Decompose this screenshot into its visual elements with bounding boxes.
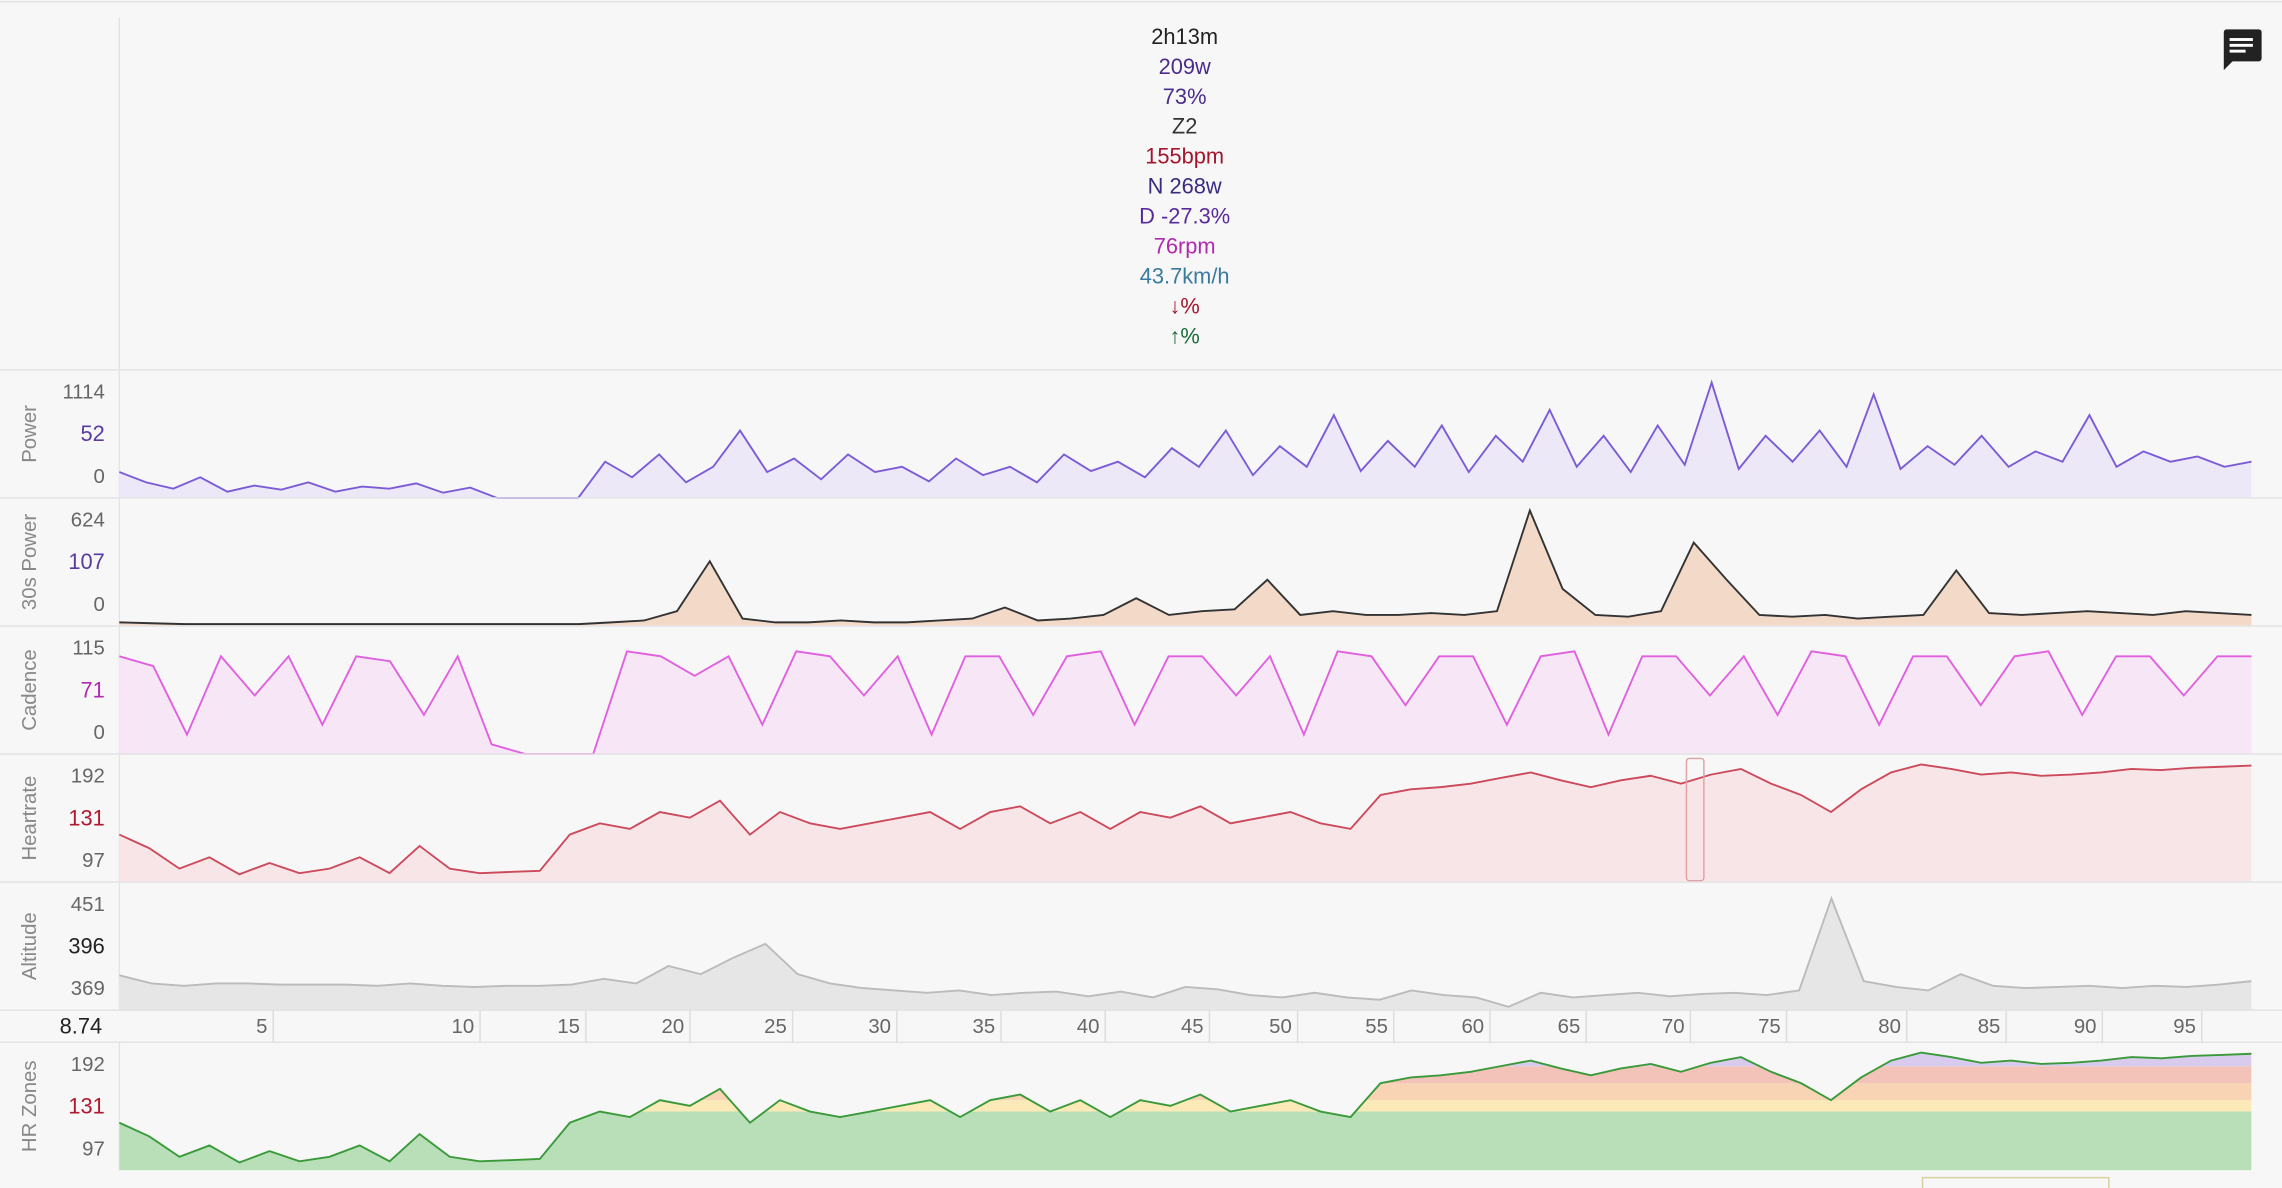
y-tick-label: 52 bbox=[81, 421, 105, 446]
selection-box bbox=[1921, 1176, 2110, 1188]
x-tick-label: 45 bbox=[1181, 1016, 1204, 1038]
summary-value: ↓% bbox=[1169, 294, 1199, 319]
zone-band bbox=[119, 1100, 2252, 1112]
summary-value: 209w bbox=[1159, 54, 1211, 79]
y-tick-label: 451 bbox=[71, 894, 105, 916]
x-start-label: 8.74 bbox=[60, 1013, 102, 1038]
x-tick-label: 60 bbox=[1461, 1016, 1484, 1038]
summary-value: 2h13m bbox=[1151, 24, 1218, 49]
y-tick-label: 0 bbox=[93, 466, 104, 488]
x-tick-label: 15 bbox=[557, 1016, 580, 1038]
x-tick-label: 90 bbox=[2074, 1016, 2097, 1038]
comment-icon-line bbox=[2229, 49, 2246, 53]
y-tick-label: 115 bbox=[72, 638, 104, 660]
panel-label: HR Zones bbox=[19, 1060, 41, 1152]
panel-label: Heartrate bbox=[19, 776, 41, 861]
summary-value: 43.7km/h bbox=[1140, 264, 1230, 289]
y-tick-label: 97 bbox=[82, 1138, 105, 1160]
y-tick-label: 0 bbox=[93, 594, 104, 616]
x-tick-label: 75 bbox=[1758, 1016, 1781, 1038]
y-tick-label: 192 bbox=[71, 1054, 105, 1076]
y-tick-label: 624 bbox=[71, 510, 105, 532]
summary-value: 76rpm bbox=[1154, 234, 1216, 259]
area-fill bbox=[119, 510, 2252, 627]
x-tick-label: 40 bbox=[1077, 1016, 1100, 1038]
x-tick-label: 70 bbox=[1662, 1016, 1685, 1038]
x-tick-label: 50 bbox=[1269, 1016, 1292, 1038]
x-tick-label: 65 bbox=[1558, 1016, 1581, 1038]
area-fill bbox=[119, 764, 2252, 883]
x-tick-label: 95 bbox=[2173, 1016, 2196, 1038]
x-tick-label: 55 bbox=[1365, 1016, 1388, 1038]
cursor bbox=[1685, 757, 1705, 882]
summary-value: 155bpm bbox=[1145, 144, 1224, 169]
area-fill bbox=[119, 651, 2252, 755]
y-tick-label: 131 bbox=[68, 1094, 104, 1119]
y-tick-label: 107 bbox=[68, 549, 104, 574]
y-tick-label: 1114 bbox=[63, 382, 105, 404]
x-tick-label: 35 bbox=[973, 1016, 996, 1038]
y-tick-label: 396 bbox=[68, 933, 104, 958]
comment-icon-line bbox=[2229, 43, 2253, 47]
x-tick-label: 5 bbox=[256, 1016, 267, 1038]
area-fill bbox=[119, 898, 2252, 1011]
panel-label: Cadence bbox=[19, 649, 41, 731]
trace-line bbox=[119, 650, 2252, 756]
x-tick-label: 10 bbox=[452, 1016, 475, 1038]
trace-line bbox=[119, 895, 2252, 1008]
x-tick-label: 80 bbox=[1878, 1016, 1901, 1038]
y-tick-label: 97 bbox=[82, 850, 105, 872]
panel-label: 30s Power bbox=[19, 514, 41, 610]
trace-line bbox=[119, 379, 2252, 499]
x-tick-label: 20 bbox=[662, 1016, 685, 1038]
x-tick-label: 25 bbox=[764, 1016, 787, 1038]
y-tick-label: 192 bbox=[71, 766, 105, 788]
y-tick-label: 0 bbox=[93, 722, 104, 744]
area-fill bbox=[119, 382, 2252, 498]
panel-label: Altitude bbox=[19, 912, 41, 980]
summary-value: 73% bbox=[1163, 84, 1207, 109]
y-tick-label: 71 bbox=[81, 677, 105, 702]
y-tick-label: 131 bbox=[68, 805, 104, 830]
x-tick-label: 85 bbox=[1978, 1016, 2001, 1038]
summary-value: Z2 bbox=[1172, 114, 1197, 139]
comment-button[interactable] bbox=[2223, 29, 2262, 71]
panel-label: Power bbox=[19, 405, 41, 463]
summary-value: N 268w bbox=[1148, 174, 1222, 199]
trace-line bbox=[118, 763, 2252, 876]
comment-icon-line bbox=[2229, 38, 2253, 41]
y-tick-label: 369 bbox=[71, 978, 105, 1000]
trace-line bbox=[118, 1051, 2252, 1164]
trace-line bbox=[119, 507, 2252, 626]
x-tick-label: 30 bbox=[868, 1016, 891, 1038]
summary-value: ↑% bbox=[1169, 324, 1199, 349]
summary-value: D -27.3% bbox=[1139, 204, 1230, 229]
